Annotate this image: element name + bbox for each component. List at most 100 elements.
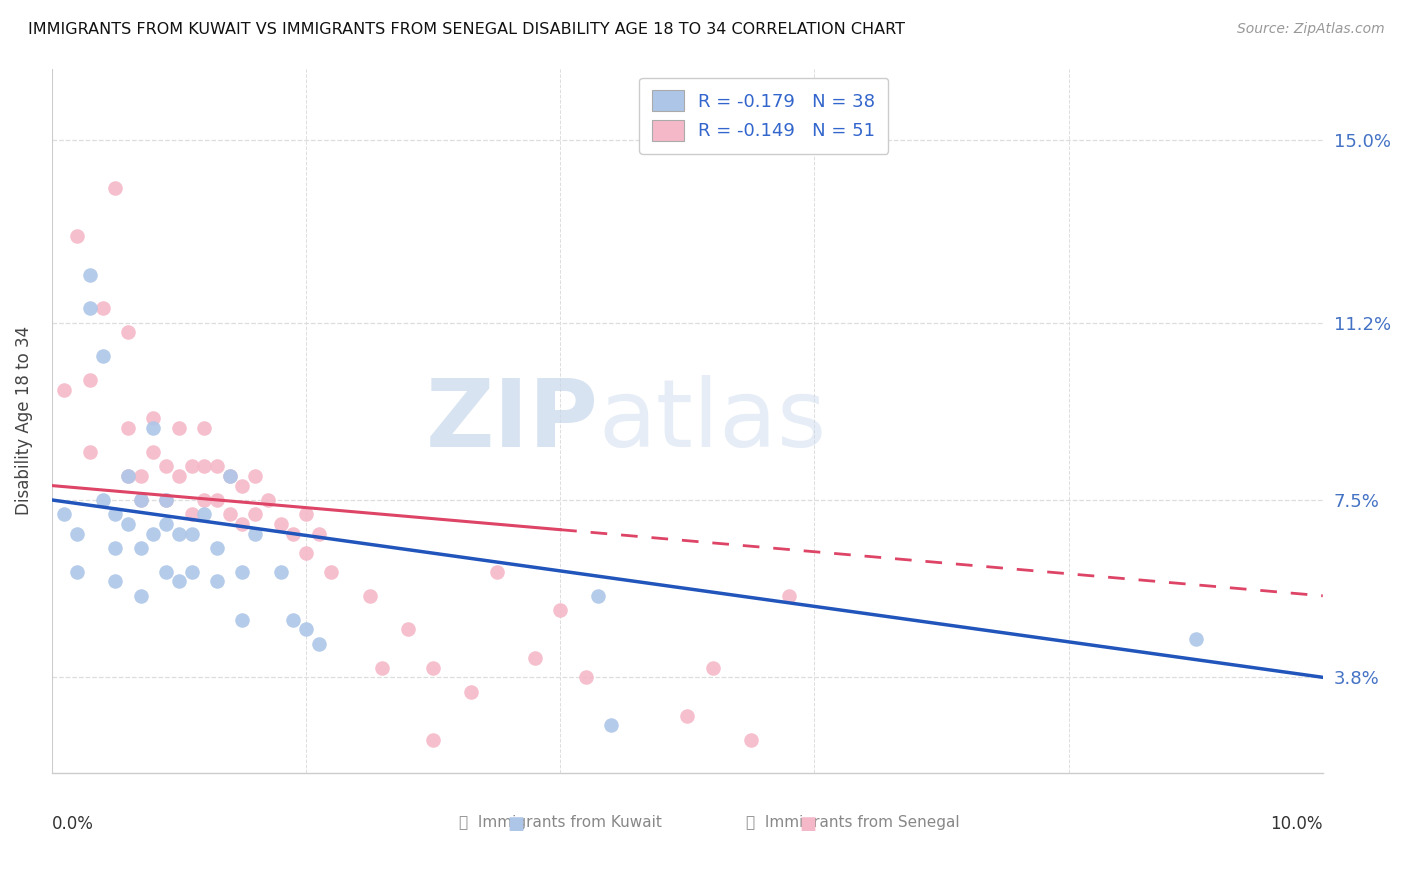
Point	[142, 411, 165, 425]
Point	[193, 492, 215, 507]
Point	[740, 732, 762, 747]
Point	[243, 526, 266, 541]
Point	[359, 589, 381, 603]
Point	[193, 421, 215, 435]
Point	[193, 459, 215, 474]
Legend: R = -0.179   N = 38, R = -0.149   N = 51: R = -0.179 N = 38, R = -0.149 N = 51	[638, 78, 889, 153]
Point	[129, 589, 152, 603]
Point	[205, 459, 228, 474]
Point	[231, 478, 253, 492]
Point	[142, 445, 165, 459]
Point	[53, 508, 76, 522]
Point	[193, 508, 215, 522]
Point	[218, 508, 240, 522]
Text: ■: ■	[508, 815, 524, 833]
Text: IMMIGRANTS FROM KUWAIT VS IMMIGRANTS FROM SENEGAL DISABILITY AGE 18 TO 34 CORREL: IMMIGRANTS FROM KUWAIT VS IMMIGRANTS FRO…	[28, 22, 905, 37]
Point	[167, 526, 190, 541]
Point	[53, 383, 76, 397]
Point	[91, 301, 114, 316]
Point	[167, 469, 190, 483]
Point	[91, 349, 114, 363]
Point	[180, 508, 202, 522]
Point	[180, 565, 202, 579]
Point	[79, 445, 101, 459]
Point	[129, 469, 152, 483]
Point	[66, 229, 89, 244]
Point	[104, 508, 127, 522]
Text: atlas: atlas	[599, 375, 827, 467]
Point	[180, 526, 202, 541]
Point	[283, 613, 305, 627]
Point	[79, 301, 101, 316]
Point	[396, 623, 419, 637]
Point	[523, 651, 546, 665]
Point	[180, 459, 202, 474]
Point	[129, 492, 152, 507]
Point	[1184, 632, 1206, 646]
Point	[155, 492, 177, 507]
Point	[66, 526, 89, 541]
Point	[155, 565, 177, 579]
Point	[270, 516, 292, 531]
Point	[588, 589, 610, 603]
Point	[104, 574, 127, 589]
Point	[308, 526, 330, 541]
Point	[129, 541, 152, 555]
Point	[117, 469, 139, 483]
Point	[117, 325, 139, 339]
Point	[79, 268, 101, 282]
Point	[270, 565, 292, 579]
Point	[117, 469, 139, 483]
Point	[308, 637, 330, 651]
Point	[231, 565, 253, 579]
Point	[117, 516, 139, 531]
Point	[142, 421, 165, 435]
Text: Source: ZipAtlas.com: Source: ZipAtlas.com	[1237, 22, 1385, 37]
Text: ■: ■	[800, 815, 817, 833]
Point	[218, 469, 240, 483]
Point	[167, 574, 190, 589]
Point	[142, 526, 165, 541]
Point	[205, 574, 228, 589]
Point	[243, 469, 266, 483]
Point	[104, 541, 127, 555]
Point	[256, 492, 278, 507]
Point	[129, 492, 152, 507]
Point	[167, 421, 190, 435]
Point	[79, 373, 101, 387]
Text: ⬜  Immigrants from Senegal: ⬜ Immigrants from Senegal	[745, 815, 959, 830]
Point	[422, 661, 444, 675]
Text: ⬜  Immigrants from Kuwait: ⬜ Immigrants from Kuwait	[458, 815, 662, 830]
Point	[295, 546, 318, 560]
Point	[676, 708, 699, 723]
Point	[231, 613, 253, 627]
Point	[155, 516, 177, 531]
Point	[205, 492, 228, 507]
Point	[283, 526, 305, 541]
Y-axis label: Disability Age 18 to 34: Disability Age 18 to 34	[15, 326, 32, 516]
Point	[574, 670, 596, 684]
Text: 10.0%: 10.0%	[1270, 815, 1323, 833]
Point	[104, 181, 127, 195]
Text: ZIP: ZIP	[426, 375, 599, 467]
Point	[422, 732, 444, 747]
Point	[778, 589, 800, 603]
Point	[91, 492, 114, 507]
Point	[548, 603, 571, 617]
Point	[155, 492, 177, 507]
Point	[243, 508, 266, 522]
Point	[702, 661, 724, 675]
Point	[218, 469, 240, 483]
Point	[371, 661, 394, 675]
Point	[205, 541, 228, 555]
Point	[600, 718, 623, 732]
Point	[231, 516, 253, 531]
Point	[321, 565, 343, 579]
Point	[117, 421, 139, 435]
Point	[460, 684, 482, 698]
Point	[485, 565, 508, 579]
Point	[295, 508, 318, 522]
Point	[66, 565, 89, 579]
Point	[295, 623, 318, 637]
Text: 0.0%: 0.0%	[52, 815, 94, 833]
